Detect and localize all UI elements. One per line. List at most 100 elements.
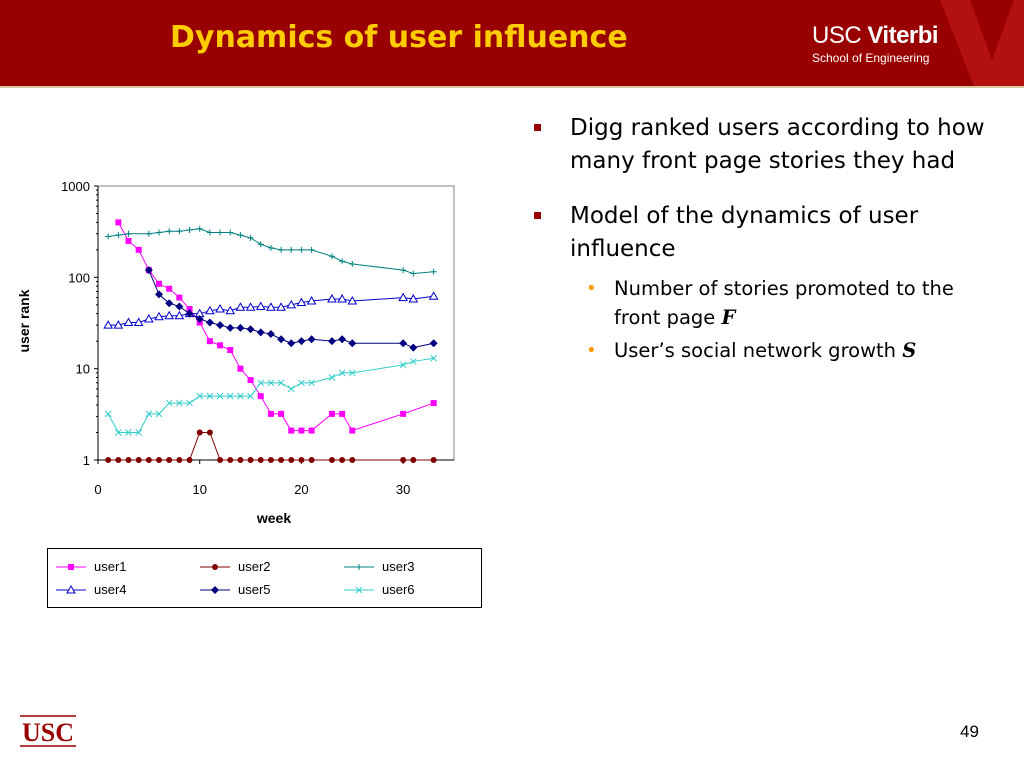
data-point-user1 (298, 427, 305, 434)
data-point-user1 (328, 410, 335, 417)
data-point-user1 (278, 410, 285, 417)
series-user3 (105, 225, 437, 277)
data-point-user6 (338, 369, 346, 377)
data-point-user3 (196, 225, 203, 232)
data-point-user6 (165, 399, 173, 407)
data-point-user6 (247, 392, 254, 400)
bullet-item: Model of the dynamics of user influence (530, 200, 990, 266)
data-point-user2 (298, 457, 305, 463)
sub-bullet-item: • User’s social network growth S (530, 336, 990, 365)
data-point-user2 (430, 457, 437, 463)
legend-marker (356, 564, 362, 570)
legend-label: user4 (94, 582, 127, 597)
page-number: 49 (960, 722, 979, 741)
legend-marker (68, 564, 74, 570)
data-point-user1 (267, 410, 274, 417)
data-point-user1 (288, 427, 295, 434)
header-divider (0, 86, 1024, 88)
data-point-user1 (115, 219, 122, 226)
series-line-user2 (108, 432, 434, 461)
data-point-user6 (287, 385, 295, 393)
data-point-user5 (246, 325, 255, 334)
data-point-user5 (195, 314, 204, 323)
x-axis-label: week (256, 510, 291, 526)
data-point-user5 (175, 302, 184, 311)
x-tick-label: 30 (396, 482, 410, 497)
data-point-user2 (125, 457, 132, 463)
bullet-square-icon (534, 212, 541, 219)
legend-item-user1: user1 (56, 559, 127, 574)
x-tick-label: 0 (94, 482, 101, 497)
data-point-user2 (237, 457, 244, 463)
data-point-user4 (296, 297, 307, 307)
data-point-user2 (308, 457, 315, 463)
data-point-user6 (328, 374, 336, 381)
data-point-user3 (105, 233, 112, 240)
legend-marker (212, 564, 218, 570)
legend-marker (66, 584, 76, 594)
data-point-user4 (306, 296, 317, 305)
data-point-user2 (176, 457, 183, 463)
data-point-user6 (267, 379, 275, 387)
data-point-user3 (410, 270, 417, 277)
bullet-dot-icon: • (586, 340, 597, 361)
legend-item-user4: user4 (56, 582, 127, 597)
legend-label: user1 (94, 559, 127, 574)
data-point-user3 (267, 244, 274, 251)
data-point-user1 (430, 400, 437, 407)
legend-label: user6 (382, 582, 415, 597)
data-point-user1 (156, 280, 163, 287)
data-point-user3 (115, 232, 122, 239)
series-line-user3 (108, 228, 434, 275)
series-user1 (115, 219, 437, 434)
data-point-user1 (227, 347, 234, 354)
x-tick-label: 20 (294, 482, 308, 497)
data-point-user6 (206, 392, 214, 400)
data-point-user1 (339, 410, 346, 417)
data-point-user6 (155, 410, 163, 418)
data-point-user3 (288, 246, 295, 253)
data-point-user4 (327, 293, 337, 303)
data-point-user5 (236, 323, 245, 332)
data-point-user2 (227, 457, 234, 463)
data-point-user3 (166, 228, 173, 235)
series-line-user1 (117, 222, 434, 432)
data-point-user4 (337, 293, 347, 303)
data-point-user3 (125, 230, 132, 237)
data-point-user5 (256, 328, 265, 337)
data-point-user6 (409, 358, 417, 365)
plot-area (97, 185, 455, 461)
data-point-user4 (205, 305, 215, 315)
data-point-user2 (105, 457, 112, 463)
data-point-user2 (247, 457, 254, 463)
logo-usc-text: USC (812, 22, 868, 49)
data-point-user6 (226, 392, 234, 400)
series-user2 (105, 429, 437, 463)
data-point-user4 (398, 292, 409, 302)
symbol-f: F (721, 306, 736, 329)
data-point-user2 (166, 457, 173, 463)
data-point-user3 (186, 226, 193, 233)
data-point-user6 (298, 379, 305, 387)
data-point-user5 (226, 323, 235, 332)
data-point-user5 (144, 266, 153, 275)
data-point-user3 (308, 246, 315, 253)
y-axis-label: user rank (16, 289, 32, 352)
data-point-user5 (216, 321, 225, 330)
series-line-user6 (107, 357, 434, 434)
legend-marker (211, 586, 219, 594)
data-point-user2 (278, 457, 285, 463)
data-point-user4 (347, 296, 358, 305)
data-point-user5 (399, 339, 408, 348)
y-tick-label: 1 (83, 453, 90, 468)
data-point-user3 (339, 258, 346, 265)
data-point-user1 (247, 377, 254, 384)
data-point-user6 (186, 399, 193, 407)
y-tick-label: 100 (68, 270, 90, 285)
data-point-user6 (399, 361, 407, 369)
data-point-user4 (113, 320, 124, 329)
data-point-user4 (174, 310, 185, 320)
data-point-user3 (400, 267, 407, 274)
data-point-user3 (349, 260, 356, 267)
series-user6 (104, 354, 438, 436)
